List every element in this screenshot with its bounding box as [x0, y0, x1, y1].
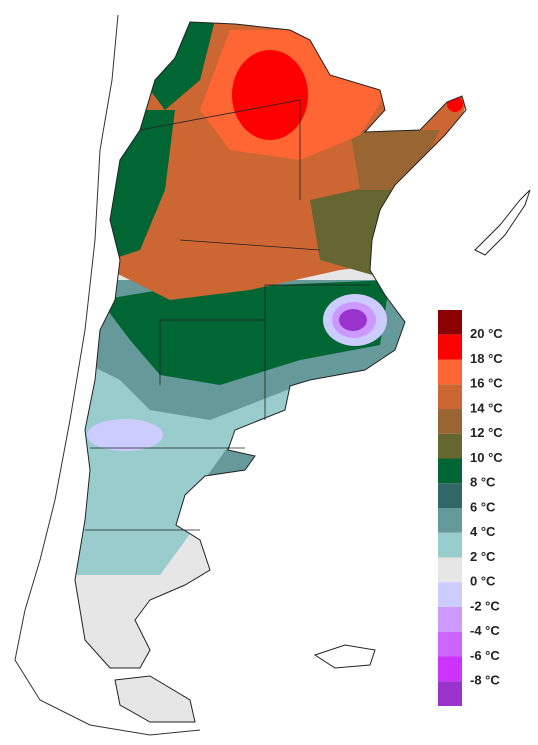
- legend-swatch: [438, 359, 462, 385]
- legend-swatch: [438, 334, 462, 360]
- legend-swatch: [438, 508, 462, 533]
- legend-label: 10 °C: [470, 450, 503, 465]
- legend-swatch: [438, 409, 462, 434]
- legend-swatch: [438, 310, 462, 335]
- legend-label: 0 °C: [470, 574, 496, 589]
- legend-label: 12 °C: [470, 425, 503, 440]
- province-borders: [85, 99, 370, 531]
- legend-swatch: [438, 384, 462, 409]
- legend-swatch: [438, 458, 462, 484]
- legend-swatch: [438, 656, 462, 682]
- chile-outline: [14, 14, 201, 736]
- legend-swatch: [438, 483, 462, 508]
- legend-swatch: [438, 433, 462, 459]
- islands: [313, 644, 376, 669]
- legend-label: 4 °C: [470, 524, 496, 539]
- legend-label: -4 °C: [470, 623, 500, 638]
- legend-swatch: [438, 607, 462, 632]
- legend-label: 2 °C: [470, 549, 496, 564]
- legend-label: -8 °C: [470, 673, 500, 688]
- legend-swatch: [438, 681, 462, 706]
- legend-label: -6 °C: [470, 648, 500, 663]
- legend-label: 8 °C: [470, 475, 496, 490]
- country-border: [74, 21, 467, 723]
- legend-label: -2 °C: [470, 598, 500, 613]
- legend-swatch: [438, 557, 462, 583]
- legend-label: 20 °C: [470, 326, 503, 341]
- coast: [474, 189, 531, 256]
- legend-swatch: [438, 582, 462, 607]
- legend-label: 14 °C: [470, 400, 503, 415]
- legend-swatch: [438, 631, 462, 657]
- legend-label: 18 °C: [470, 351, 503, 366]
- legend-label: 6 °C: [470, 499, 496, 514]
- legend-swatch: [438, 532, 462, 558]
- legend: 20 °C 18 °C 16 °C 14 °C 12 °C 10 °C 8 °C 6 °C 4 …: [438, 310, 503, 706]
- legend-label: 16 °C: [470, 376, 503, 391]
